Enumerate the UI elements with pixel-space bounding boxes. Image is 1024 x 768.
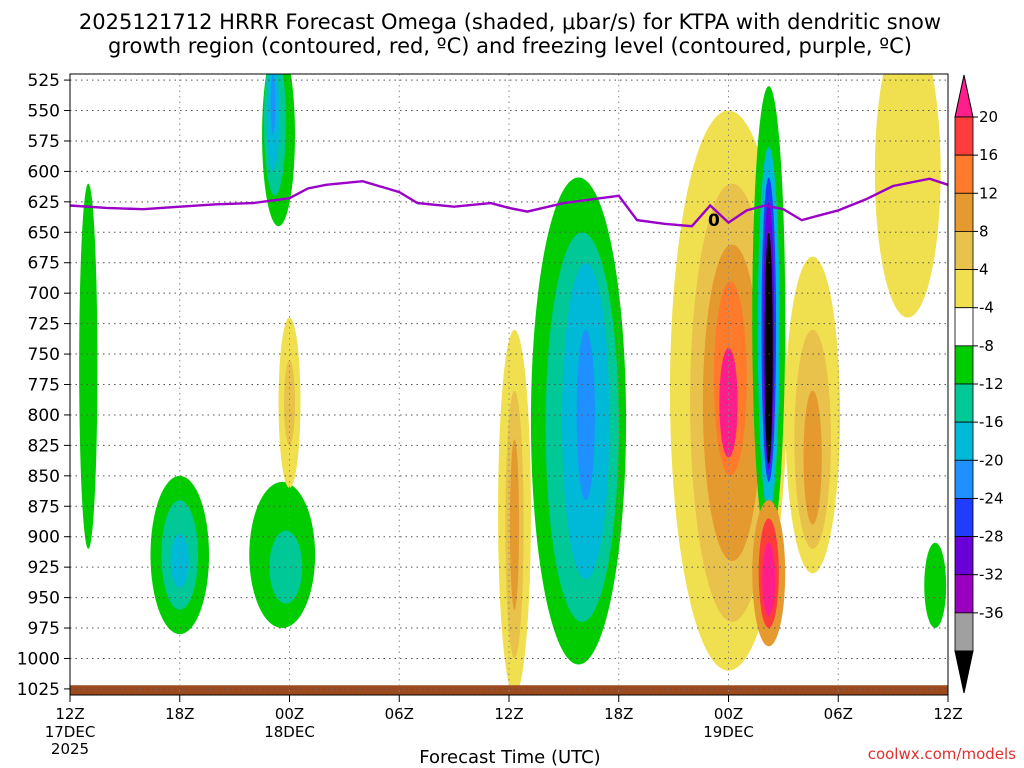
omega-contour-band-12z-yellow-2 bbox=[509, 439, 520, 610]
omega-contour-band-03z-orange-2 bbox=[803, 390, 822, 525]
colorbar-swatch-7 bbox=[954, 383, 974, 423]
chart-title-line1: 2025121712 HRRR Forecast Omega (shaded, … bbox=[79, 10, 941, 34]
x-tick-label-18: 06Z bbox=[385, 705, 414, 723]
y-tick-label-900: 900 bbox=[28, 528, 60, 548]
colorbar-swatch-1 bbox=[954, 154, 974, 194]
omega-contour-band-late-green-0 bbox=[924, 542, 947, 629]
omega-field-band-00z19-core bbox=[752, 86, 786, 549]
colorbar-swatch-8 bbox=[954, 421, 974, 461]
omega-contour-band-early-green-0 bbox=[79, 183, 98, 549]
x-tick-label-42: 06Z bbox=[824, 705, 853, 723]
x-axis-label: Forecast Time (UTC) bbox=[419, 747, 600, 768]
colorbar-label-12: -32 bbox=[979, 566, 1004, 584]
y-tick-label-925: 925 bbox=[28, 558, 60, 578]
colorbar-swatch-9 bbox=[954, 459, 974, 499]
x-tick-year-0: 2025 bbox=[51, 740, 89, 758]
colorbar: 20 16 12 8 4 -4 -8 -12 -16 -20 -24 -28 -32 -36 bbox=[954, 74, 1004, 694]
freezing-level-label: 0 bbox=[708, 211, 720, 231]
x-tick-label-12: 00Z bbox=[275, 705, 304, 723]
colorbar-top-arrow bbox=[954, 74, 974, 118]
y-tick-label-825: 825 bbox=[28, 436, 60, 456]
colorbar-label-6: -8 bbox=[979, 337, 994, 355]
omega-field-band-12z-yellow bbox=[498, 329, 531, 695]
credit-link[interactable]: coolwx.com/models bbox=[868, 745, 1016, 763]
colorbar-swatch-12 bbox=[954, 574, 974, 614]
omega-contour-band-00z19-core-4 bbox=[764, 232, 773, 464]
x-tick-date-36: 19DEC bbox=[703, 723, 754, 741]
omega-contour-band-15z-green-3 bbox=[576, 329, 595, 501]
omega-field-band-late-green bbox=[924, 542, 947, 629]
x-tick-date-12: 18DEC bbox=[264, 723, 315, 741]
x-tick-label-36: 00Z bbox=[714, 705, 743, 723]
omega-field-band-00z-yellow bbox=[278, 317, 301, 488]
omega-field-band-00z-lower bbox=[249, 481, 316, 629]
y-tick-label-1025: 1025 bbox=[17, 680, 60, 700]
omega-contour-band-late-yellow-0 bbox=[874, 74, 941, 318]
y-tick-label-625: 625 bbox=[28, 193, 60, 213]
colorbar-label-11: -28 bbox=[979, 528, 1004, 546]
y-tick-label-800: 800 bbox=[28, 406, 60, 426]
colorbar-swatch-3 bbox=[954, 231, 974, 270]
colorbar-label-7: -12 bbox=[979, 375, 1004, 393]
colorbar-label-4: 4 bbox=[979, 261, 989, 279]
y-tick-label-775: 775 bbox=[28, 376, 60, 396]
colorbar-label-9: -20 bbox=[979, 451, 1004, 469]
omega-contour-band-18z-lower-2 bbox=[170, 534, 189, 588]
x-tick-label-0: 12Z bbox=[55, 705, 84, 723]
y-tick-label-875: 875 bbox=[28, 497, 60, 517]
omega-contour-band-00z19-lower-pink-2 bbox=[762, 542, 776, 616]
colorbar-swatch-13 bbox=[954, 612, 974, 652]
omega-field-band-00z19-lower-pink bbox=[752, 500, 786, 647]
grid-lines bbox=[69, 74, 949, 695]
x-tick-label-24: 12Z bbox=[494, 705, 523, 723]
omega-field-band-15z-green bbox=[530, 177, 627, 665]
y-axis: 525 550 575 600 625 650 675 700 725 750 775 800 825 8… bbox=[17, 71, 70, 700]
colorbar-label-13: -36 bbox=[979, 604, 1004, 622]
freezing-level-contour bbox=[69, 177, 949, 228]
colorbar-swatch-0 bbox=[954, 116, 974, 156]
colorbar-swatch-4 bbox=[954, 269, 974, 309]
colorbar-swatch-10 bbox=[954, 498, 974, 537]
omega-field-band-late-yellow bbox=[874, 74, 941, 318]
colorbar-label-8: -16 bbox=[979, 413, 1004, 431]
colorbar-label-5: -4 bbox=[979, 299, 994, 317]
omega-shading-layer bbox=[79, 74, 947, 695]
x-tick-label-6: 18Z bbox=[165, 705, 194, 723]
x-tick-date-0: 17DEC bbox=[45, 723, 96, 741]
y-tick-label-600: 600 bbox=[28, 162, 60, 182]
y-tick-label-700: 700 bbox=[28, 284, 60, 304]
y-tick-label-1000: 1000 bbox=[17, 649, 60, 669]
colorbar-label-0: 20 bbox=[979, 108, 998, 126]
omega-field-band-00z-upper bbox=[262, 74, 295, 227]
y-tick-label-750: 750 bbox=[28, 345, 60, 365]
x-tick-label-48: 12Z bbox=[933, 705, 962, 723]
y-tick-label-525: 525 bbox=[28, 71, 60, 91]
chart-title-line2: growth region (contoured, red, ºC) and f… bbox=[108, 34, 912, 58]
y-tick-label-950: 950 bbox=[28, 589, 60, 609]
colorbar-swatch-6 bbox=[954, 345, 974, 385]
colorbar-label-1: 16 bbox=[979, 146, 998, 164]
colorbar-label-2: 12 bbox=[979, 184, 998, 202]
colorbar-swatch-11 bbox=[954, 536, 974, 576]
colorbar-swatch-2 bbox=[954, 192, 974, 232]
y-tick-label-550: 550 bbox=[28, 102, 60, 122]
omega-contour-band-00z-upper-3 bbox=[270, 74, 276, 135]
y-tick-label-725: 725 bbox=[28, 315, 60, 335]
colorbar-label-10: -24 bbox=[979, 489, 1004, 507]
y-tick-label-675: 675 bbox=[28, 254, 60, 274]
y-tick-label-975: 975 bbox=[28, 619, 60, 639]
y-tick-label-575: 575 bbox=[28, 132, 60, 152]
colorbar-label-3: 8 bbox=[979, 222, 989, 240]
colorbar-swatch-5 bbox=[954, 307, 974, 347]
omega-contour-band-00z-yellow-1 bbox=[284, 360, 295, 446]
colorbar-bottom-arrow bbox=[954, 650, 974, 694]
x-tick-label-30: 18Z bbox=[604, 705, 633, 723]
omega-contour-band-00z19-yellow-4 bbox=[719, 347, 738, 458]
y-tick-label-850: 850 bbox=[28, 467, 60, 487]
y-tick-label-650: 650 bbox=[28, 223, 60, 243]
omega-field-band-early-green bbox=[79, 183, 98, 549]
omega-field-band-18z-lower bbox=[150, 475, 210, 635]
